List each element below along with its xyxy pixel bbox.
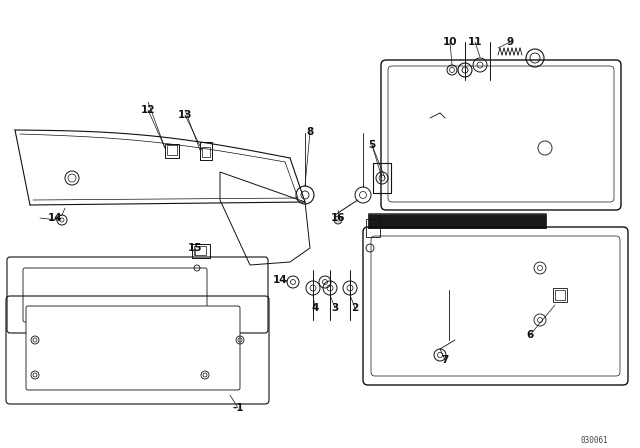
Circle shape	[334, 216, 342, 224]
Text: 030061: 030061	[580, 435, 608, 444]
Text: 14: 14	[48, 213, 62, 223]
Bar	[200, 142, 212, 160]
Text: 6: 6	[526, 330, 534, 340]
Bar	[192, 244, 210, 258]
Text: 14: 14	[273, 275, 287, 285]
Bar	[202, 147, 210, 157]
Bar	[553, 288, 567, 302]
Text: 8: 8	[307, 127, 314, 137]
Bar	[368, 214, 546, 228]
Bar	[165, 144, 179, 158]
Text: 3: 3	[332, 303, 339, 313]
Bar	[555, 290, 565, 300]
Text: 12: 12	[141, 105, 156, 115]
Text: 15: 15	[188, 243, 202, 253]
Bar	[366, 219, 380, 237]
Text: 2: 2	[351, 303, 358, 313]
Bar	[167, 145, 177, 155]
Text: 13: 13	[178, 110, 192, 120]
FancyBboxPatch shape	[26, 306, 240, 390]
Text: 10: 10	[443, 37, 457, 47]
Text: 9: 9	[506, 37, 513, 47]
Text: 4: 4	[311, 303, 319, 313]
Text: 5: 5	[369, 140, 376, 150]
Text: 11: 11	[468, 37, 483, 47]
Bar	[194, 246, 206, 255]
Text: -1: -1	[232, 403, 244, 413]
Text: 16: 16	[331, 213, 345, 223]
Text: 7: 7	[442, 355, 449, 365]
Bar	[373, 163, 391, 193]
